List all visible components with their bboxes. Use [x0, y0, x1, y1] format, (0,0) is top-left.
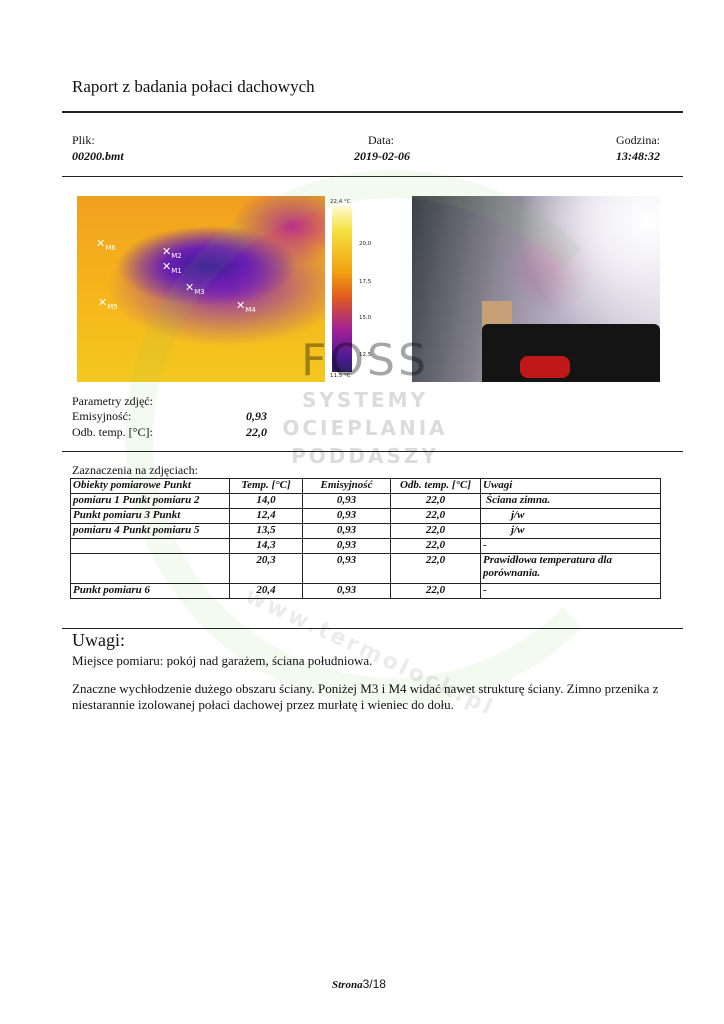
notes-location: Miejsce pomiaru: pokój nad garażem, ścia… [72, 653, 373, 668]
cell [70, 538, 230, 554]
cell: 14,0 [229, 493, 303, 509]
time-value: 13:48:32 [616, 149, 660, 163]
cell: 0,93 [302, 538, 391, 554]
column-header: Obiekty pomiarowe Punkt [70, 478, 230, 494]
cell: 14,3 [229, 538, 303, 554]
file-label: Plik: [72, 133, 95, 147]
measurements-table: Obiekty pomiarowe Punkt Temp. [°C] Emisy… [70, 478, 661, 599]
divider [62, 111, 683, 113]
table-row: 14,3 0,93 22,0- [70, 538, 661, 554]
notes-heading: Uwagi: [72, 630, 125, 650]
table-header-row: Obiekty pomiarowe Punkt Temp. [°C] Emisy… [70, 478, 661, 494]
column-header: Uwagi [480, 478, 661, 494]
table-row: pomiaru 1 Punkt pomiaru 2 14,0 0,93 22,0 Ści… [70, 493, 661, 509]
notes-text: Znaczne wychłodzenie dużego obszaru ścia… [72, 681, 659, 712]
cell: 22,0 [390, 583, 481, 599]
cell: 0,93 [302, 493, 391, 509]
emissivity-label: Emisyjność: [72, 409, 132, 423]
page-number: 3/18 [362, 977, 386, 991]
page-title: Raport z badania połaci dachowych [72, 77, 315, 96]
cell: 22,0 [390, 523, 481, 539]
cell: 0,93 [302, 583, 391, 599]
cell: 0,93 [302, 523, 391, 539]
marker-m6: ✕M6 [96, 237, 116, 253]
cell: 22,0 [390, 508, 481, 524]
cell: 0,93 [302, 553, 391, 584]
cell: pomiaru 1 Punkt pomiaru 2 [70, 493, 230, 509]
reflected-temp-label: Odb. temp. [°C]: [72, 425, 153, 439]
cell: 0,93 [302, 508, 391, 524]
cell: 22,0 [390, 493, 481, 509]
cell: j/w [480, 523, 661, 539]
cell: 13,5 [229, 523, 303, 539]
cell [70, 553, 230, 584]
marker-m1: ✕M1 [162, 260, 182, 276]
marker-m2: ✕M2 [162, 245, 182, 261]
reflected-temp-value: 22,0 [246, 425, 267, 439]
cell: Prawidłowa temperatura dla porównania. [480, 553, 661, 584]
table-row: Punkt pomiaru 3 Punkt 12,4 0,93 22,0 j/w [70, 508, 661, 524]
table-row: pomiaru 4 Punkt pomiaru 5 13,5 0,93 22,0 j/w [70, 523, 661, 539]
watermark-line: SYSTEMY [302, 388, 428, 412]
marks-heading: Zaznaczenia na zdjęciach: [72, 463, 198, 477]
marker-m5: ✕M5 [98, 296, 118, 312]
cell: 22,0 [390, 538, 481, 554]
cell: Ściana zimna. [480, 493, 661, 509]
cell: - [480, 583, 661, 599]
column-header: Emisyjność [302, 478, 391, 494]
cell: 20,3 [229, 553, 303, 584]
date-label: Data: [368, 133, 394, 147]
column-header: Temp. [°C] [229, 478, 303, 494]
cell: 22,0 [390, 553, 481, 584]
divider [62, 628, 683, 629]
page-footer: Strona3/18 [332, 977, 386, 991]
column-header: Odb. temp. [°C] [390, 478, 481, 494]
watermark-line: OCIEPLANIA [282, 416, 448, 440]
emissivity-value: 0,93 [246, 409, 267, 423]
table-row: 20,3 0,93 22,0 Prawidłowa temperatura dla p… [70, 553, 661, 584]
file-value: 00200.bmt [72, 149, 124, 163]
time-label: Godzina: [616, 133, 660, 147]
cell: Punkt pomiaru 6 [70, 583, 230, 599]
table-row: Punkt pomiaru 6 20,4 0,93 22,0- [70, 583, 661, 599]
watermark-line: PODDASZY [291, 444, 439, 468]
watermark-brand: FOSS [301, 335, 429, 386]
params-heading: Parametry zdjęć: [72, 394, 153, 408]
cell: 20,4 [229, 583, 303, 599]
cell: 12,4 [229, 508, 303, 524]
footer-label: Strona [332, 979, 363, 991]
divider [62, 451, 683, 452]
cell: j/w [480, 508, 661, 524]
cell: - [480, 538, 661, 554]
cell: Punkt pomiaru 3 Punkt [70, 508, 230, 524]
date-value: 2019-02-06 [354, 149, 410, 163]
cell: pomiaru 4 Punkt pomiaru 5 [70, 523, 230, 539]
